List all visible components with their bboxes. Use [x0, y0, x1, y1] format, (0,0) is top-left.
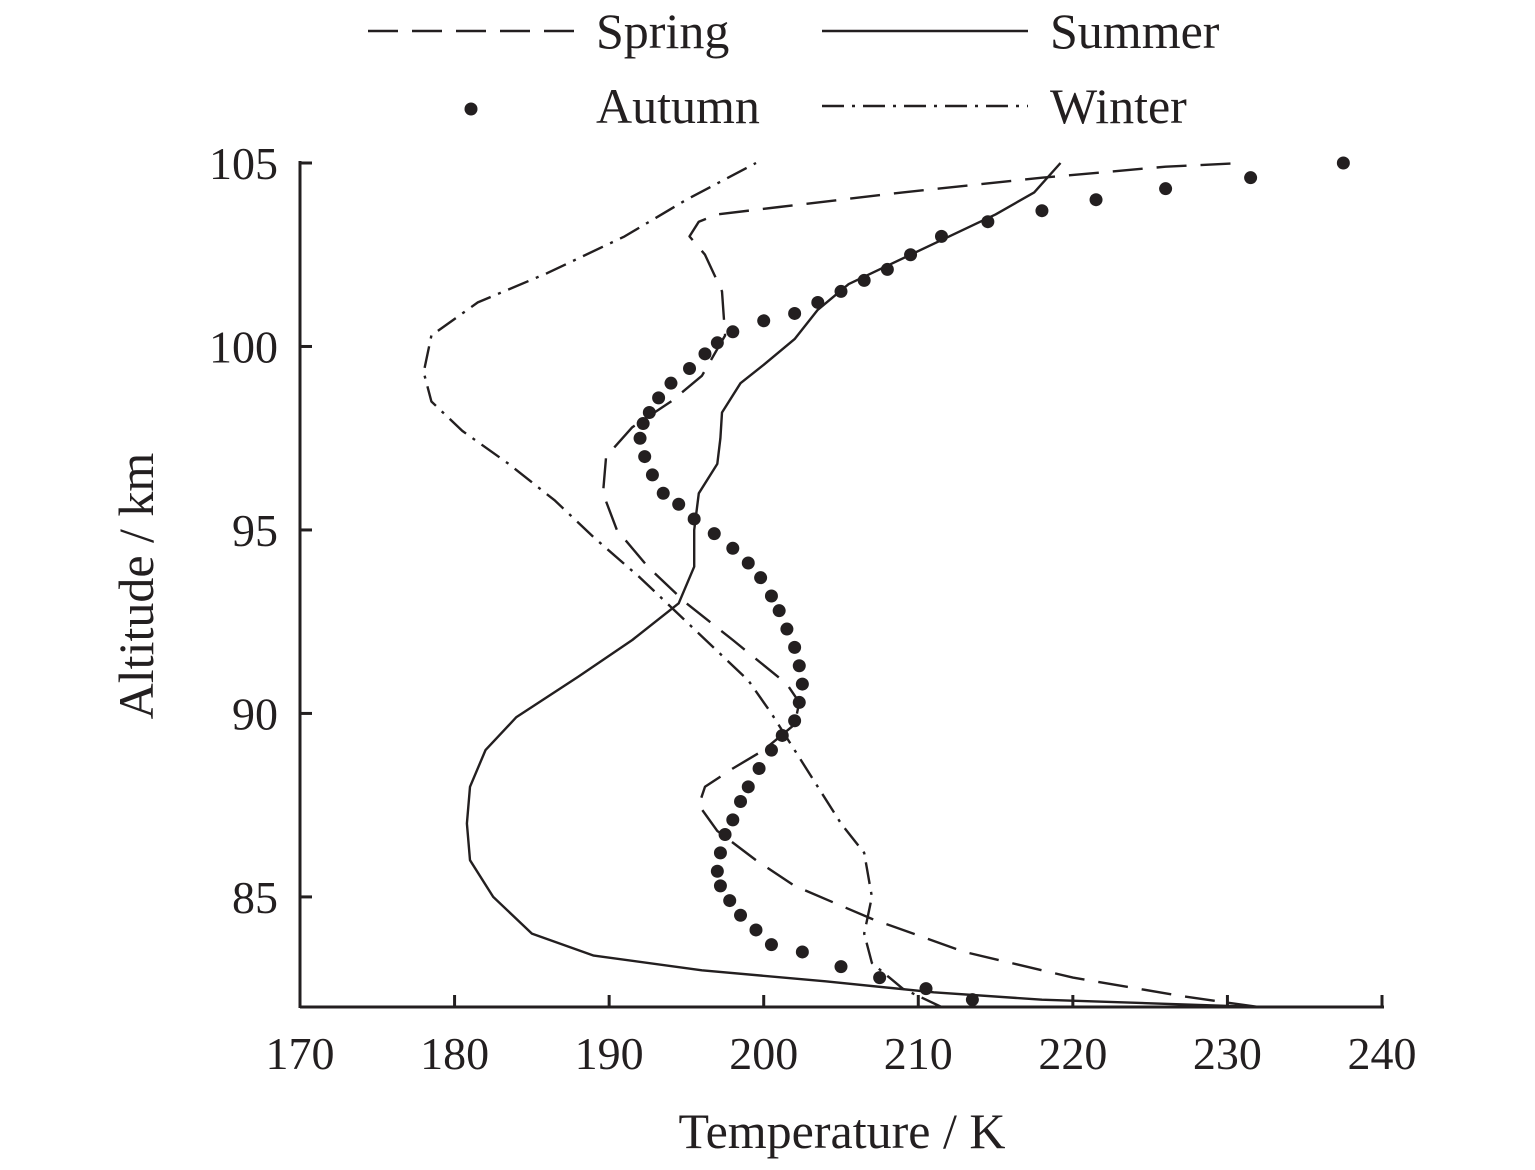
- plot-area: [422, 156, 1350, 1009]
- legend-label-winter: Winter: [1050, 78, 1187, 134]
- x-tick-label: 190: [575, 1028, 644, 1079]
- autumn-point: [757, 314, 771, 328]
- autumn-point: [642, 406, 656, 420]
- autumn-point: [904, 248, 918, 262]
- autumn-point: [965, 993, 979, 1007]
- autumn-point: [698, 347, 712, 361]
- legend-label-spring: Spring: [596, 3, 729, 59]
- y-tick-label: 105: [209, 138, 278, 189]
- autumn-point: [633, 431, 647, 445]
- autumn-point: [754, 571, 768, 585]
- autumn-point: [734, 795, 748, 809]
- x-tick-label: 170: [266, 1028, 335, 1079]
- autumn-point: [857, 273, 871, 287]
- autumn-point: [1244, 171, 1258, 185]
- series-spring-line: [601, 161, 1259, 1009]
- x-tick-label: 240: [1348, 1028, 1417, 1079]
- autumn-point: [752, 761, 766, 775]
- autumn-point: [764, 938, 778, 952]
- autumn-point: [795, 945, 809, 959]
- autumn-point: [726, 325, 740, 339]
- autumn-point: [683, 361, 697, 375]
- autumn-point: [710, 336, 724, 350]
- autumn-point: [710, 864, 724, 878]
- autumn-point: [664, 376, 678, 390]
- autumn-point: [713, 846, 727, 860]
- autumn-point: [1089, 193, 1103, 207]
- autumn-point: [638, 450, 652, 464]
- autumn-point: [749, 923, 763, 937]
- autumn-point: [726, 813, 740, 827]
- series-autumn: [633, 156, 1350, 1007]
- x-axis-title: Temperature / K: [679, 1103, 1006, 1159]
- autumn-point: [792, 659, 806, 673]
- autumn-point: [741, 556, 755, 570]
- x-tick-label: 230: [1193, 1028, 1262, 1079]
- x-tick-label: 180: [420, 1028, 489, 1079]
- autumn-point: [780, 622, 794, 636]
- x-tick-label: 200: [729, 1028, 798, 1079]
- autumn-point: [873, 971, 887, 985]
- autumn-point: [880, 262, 894, 276]
- legend-label-summer: Summer: [1050, 3, 1220, 59]
- series-summer-line: [465, 162, 1259, 1009]
- y-tick-label: 100: [209, 321, 278, 372]
- series-winter-line: [422, 161, 943, 1009]
- y-tick-label: 90: [232, 688, 278, 739]
- x-tick-label: 220: [1038, 1028, 1107, 1079]
- autumn-point: [775, 728, 789, 742]
- autumn-point: [1159, 182, 1173, 196]
- autumn-point: [1336, 156, 1350, 170]
- autumn-point: [734, 908, 748, 922]
- axes: 170 180 190 200 210 220 230 240 85 90 95 100 105: [209, 138, 1417, 1079]
- autumn-point: [795, 677, 809, 691]
- y-axis-title: Altitude / km: [108, 453, 164, 720]
- autumn-point: [834, 284, 848, 298]
- autumn-point: [741, 780, 755, 794]
- autumn-point: [764, 743, 778, 757]
- autumn-point: [1035, 204, 1049, 218]
- autumn-point: [934, 229, 948, 243]
- autumn-point: [652, 391, 666, 405]
- autumn-point: [834, 960, 848, 974]
- autumn-point: [919, 982, 933, 996]
- autumn-point: [788, 306, 802, 320]
- autumn-point: [723, 894, 737, 908]
- legend-swatch-autumn: [464, 102, 478, 116]
- y-tick-label: 95: [232, 505, 278, 556]
- autumn-point: [645, 468, 659, 482]
- y-tick-label: 85: [232, 872, 278, 923]
- autumn-point: [713, 879, 727, 893]
- legend: Spring Summer Autumn Winter: [368, 3, 1220, 134]
- x-tick-label: 210: [884, 1028, 953, 1079]
- autumn-point: [687, 512, 701, 526]
- legend-label-autumn: Autumn: [596, 78, 760, 134]
- autumn-point: [811, 295, 825, 309]
- autumn-point: [792, 695, 806, 709]
- autumn-point: [764, 589, 778, 603]
- autumn-point: [981, 215, 995, 229]
- autumn-point: [672, 497, 686, 511]
- autumn-point: [656, 486, 670, 500]
- autumn-point: [707, 527, 721, 541]
- autumn-point: [772, 604, 786, 618]
- autumn-point: [788, 640, 802, 654]
- autumn-point: [726, 541, 740, 555]
- autumn-point: [718, 828, 732, 842]
- autumn-point: [788, 714, 802, 728]
- autumn-point: [636, 417, 650, 431]
